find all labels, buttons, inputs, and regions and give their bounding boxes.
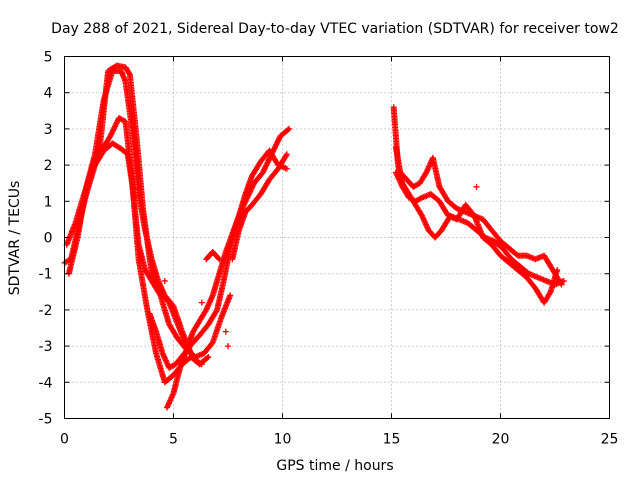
data-point (216, 256, 223, 263)
x-tick-label: 25 (601, 432, 619, 448)
x-axis-label: GPS time / hours (276, 458, 393, 474)
data-point (283, 151, 290, 158)
y-tick-label: 0 (44, 231, 53, 247)
data-point (417, 195, 424, 202)
data-point (284, 126, 291, 133)
data-point (286, 125, 293, 132)
y-tick-label: -3 (39, 339, 53, 355)
series-isolated (161, 183, 480, 350)
chart-title: Day 288 of 2021, Sidereal Day-to-day VTE… (51, 21, 619, 37)
x-tick-label: 20 (492, 432, 510, 448)
data-point (222, 328, 229, 335)
series-track-e (146, 125, 293, 371)
data-point (126, 70, 133, 77)
y-tick-label: 2 (44, 158, 53, 174)
y-tick-label: 5 (44, 50, 53, 66)
data-point (283, 165, 290, 172)
axis-ticks: 0 5 10 15 20 25 -5 -4 -3 -2 -1 0 1 2 3 4 5 (39, 50, 619, 448)
series-track-i (392, 144, 565, 288)
x-tick-label: 0 (60, 432, 69, 448)
series-track-d (83, 140, 234, 360)
data-point (558, 281, 565, 288)
data-point (198, 299, 205, 306)
data-point (473, 183, 480, 190)
y-tick-label: -4 (39, 375, 53, 391)
data-point (161, 277, 168, 284)
data-point (156, 291, 163, 298)
y-tick-label: -1 (39, 267, 53, 283)
grid (64, 56, 610, 419)
data-point (227, 292, 234, 299)
y-tick-label: 1 (44, 194, 53, 210)
data-point (213, 308, 220, 315)
series-track-f (163, 147, 290, 411)
data-point (283, 152, 290, 159)
data-point (205, 353, 212, 360)
y-tick-label: -2 (39, 303, 53, 319)
x-tick-label: 5 (169, 432, 178, 448)
data-point (215, 255, 222, 262)
data-point (554, 267, 561, 274)
y-tick-label: -5 (39, 412, 53, 428)
data-points (61, 62, 567, 411)
x-tick-label: 10 (274, 432, 292, 448)
y-axis-label: SDTVAR / TECUs (7, 181, 23, 296)
y-tick-label: 4 (44, 86, 53, 102)
x-tick-label: 15 (383, 432, 401, 448)
data-point (557, 280, 564, 287)
y-tick-label: 3 (44, 122, 53, 138)
series-track-j (392, 169, 561, 306)
data-point (225, 343, 231, 350)
series-track-g (203, 151, 290, 263)
data-point (204, 354, 211, 361)
